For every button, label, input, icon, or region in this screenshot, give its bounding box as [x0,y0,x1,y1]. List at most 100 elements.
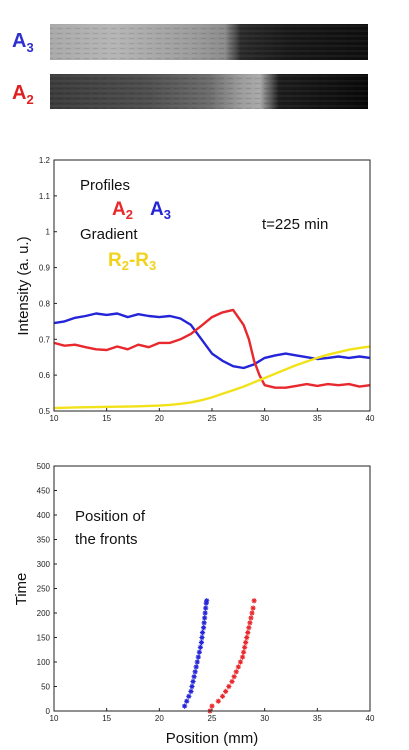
front-point-a3 [200,625,207,631]
front-point-a3 [184,698,190,704]
fronts-ytick-label: 500 [37,462,51,471]
front-point-a2 [239,654,246,660]
intensity-ytick-label: 1.1 [39,192,51,201]
front-point-a3 [199,634,205,641]
intensity-ytick-label: 1.2 [39,156,51,165]
front-point-a2 [219,693,226,699]
fronts-ytick-label: 150 [37,634,51,643]
front-point-a2 [231,674,237,680]
fronts-xtick-label: 20 [155,714,164,723]
legend-a2: A2 [112,199,133,222]
front-point-a3 [189,683,195,690]
time-label: t=225 min [262,216,328,233]
fronts-ylabel: Time [13,573,30,606]
front-point-a2 [229,679,235,685]
fronts-ytick-label: 400 [37,511,51,520]
front-point-a3 [191,674,197,680]
intensity-xtick-label: 20 [155,414,164,423]
front-point-a3 [203,605,209,611]
front-point-a3 [194,659,200,665]
line-series-a2 [53,308,371,389]
legend-r2-main: R [108,250,122,271]
front-point-a2 [247,620,253,626]
front-point-a2 [248,615,254,621]
front-point-a3 [202,615,208,621]
legend-r2-sub: 2 [122,258,129,273]
intensity-ylabel: Intensity (a. u.) [15,236,32,335]
fronts-xtick-label: 35 [313,714,322,723]
intensity-xtick-label: 25 [208,414,217,423]
front-point-a2 [242,644,248,650]
intensity-xtick-label: 40 [366,414,375,423]
front-point-a2 [244,634,250,641]
front-point-a2 [223,688,229,694]
front-point-a2 [226,683,232,690]
intensity-chart-series [53,308,371,410]
front-point-a2 [215,698,221,704]
strip-label-a2-main: A [12,82,27,104]
front-point-a3 [204,598,210,604]
fronts-ytick-label: 50 [41,683,50,692]
intensity-xtick-label: 10 [50,414,59,423]
fronts-xtick-label: 15 [102,714,111,723]
fronts-xlabel: Position (mm) [166,730,259,747]
intensity-xtick-label: 35 [313,414,322,423]
intensity-chart-ticks: 10 15 20 25 30 35 40 0.5 0.6 0.7 0.8 0.9 1 1.1 1.2 [39,156,375,423]
legend-r2r3: R2-R3 [108,250,156,273]
fronts-xtick-label: 10 [50,714,59,723]
front-point-a2 [251,598,257,604]
intensity-ytick-label: 0.8 [39,299,51,308]
front-point-a3 [202,610,208,616]
front-point-a2 [250,605,256,611]
legend-a2-sub: 2 [126,207,133,222]
intensity-ytick-label: 1 [46,228,51,237]
intensity-ytick-label: 0.9 [39,264,51,273]
fronts-annotation-line-2: the fronts [75,531,138,548]
front-point-a3 [182,703,188,709]
fronts-ytick-label: 300 [37,560,51,569]
fronts-chart-frame [53,465,371,712]
front-point-a3 [190,679,196,685]
strip-label-a3: A3 [12,30,34,55]
front-point-a2 [209,703,215,709]
strip-texture-a3 [50,24,368,60]
front-point-a2 [241,649,247,655]
line-series-gradient [53,345,371,410]
strip-label-a3-sub: 3 [26,40,34,55]
front-point-a3 [198,639,205,645]
front-point-a3 [196,649,202,655]
front-point-a3 [197,644,204,650]
intensity-xtick-label: 30 [260,414,269,423]
front-point-a2 [233,669,239,675]
front-point-a3 [193,664,199,670]
fronts-ytick-label: 100 [37,658,51,667]
front-point-a3 [188,688,194,694]
intensity-chart: 10 15 20 25 30 35 40 0.5 0.6 0.7 0.8 0.9 1 1.1 1.2 Int… [15,156,375,423]
front-point-a3 [192,669,198,675]
legend-a3-main: A [150,199,164,220]
intensity-ytick-label: 0.5 [39,407,51,416]
fronts-ytick-label: 0 [46,707,51,716]
fronts-ytick-label: 250 [37,585,51,594]
strip-texture-a2 [50,74,368,109]
strip-label-a2: A2 [12,82,34,107]
front-point-a2 [249,610,255,616]
intensity-ytick-label: 0.6 [39,371,51,380]
legend-r3-main: R [135,250,149,271]
front-point-a3 [195,654,201,660]
front-point-a2 [245,630,251,636]
legend-a2-main: A [112,199,126,220]
fronts-annotation-line-1: Position of [75,508,146,525]
strip-label-a2-sub: 2 [26,92,34,107]
fronts-chart-series [182,598,257,714]
fronts-xtick-label: 40 [366,714,375,723]
fronts-ytick-label: 200 [37,609,51,618]
front-point-a3 [186,693,192,699]
fronts-chart-ticks: 10 15 20 25 30 35 4005010015020025030035040045… [37,462,375,723]
intensity-ytick-label: 0.7 [39,335,51,344]
legend-a3: A3 [150,199,171,222]
front-point-a2 [243,639,249,645]
fronts-xtick-label: 30 [260,714,269,723]
profiles-label: Profiles [80,177,130,194]
